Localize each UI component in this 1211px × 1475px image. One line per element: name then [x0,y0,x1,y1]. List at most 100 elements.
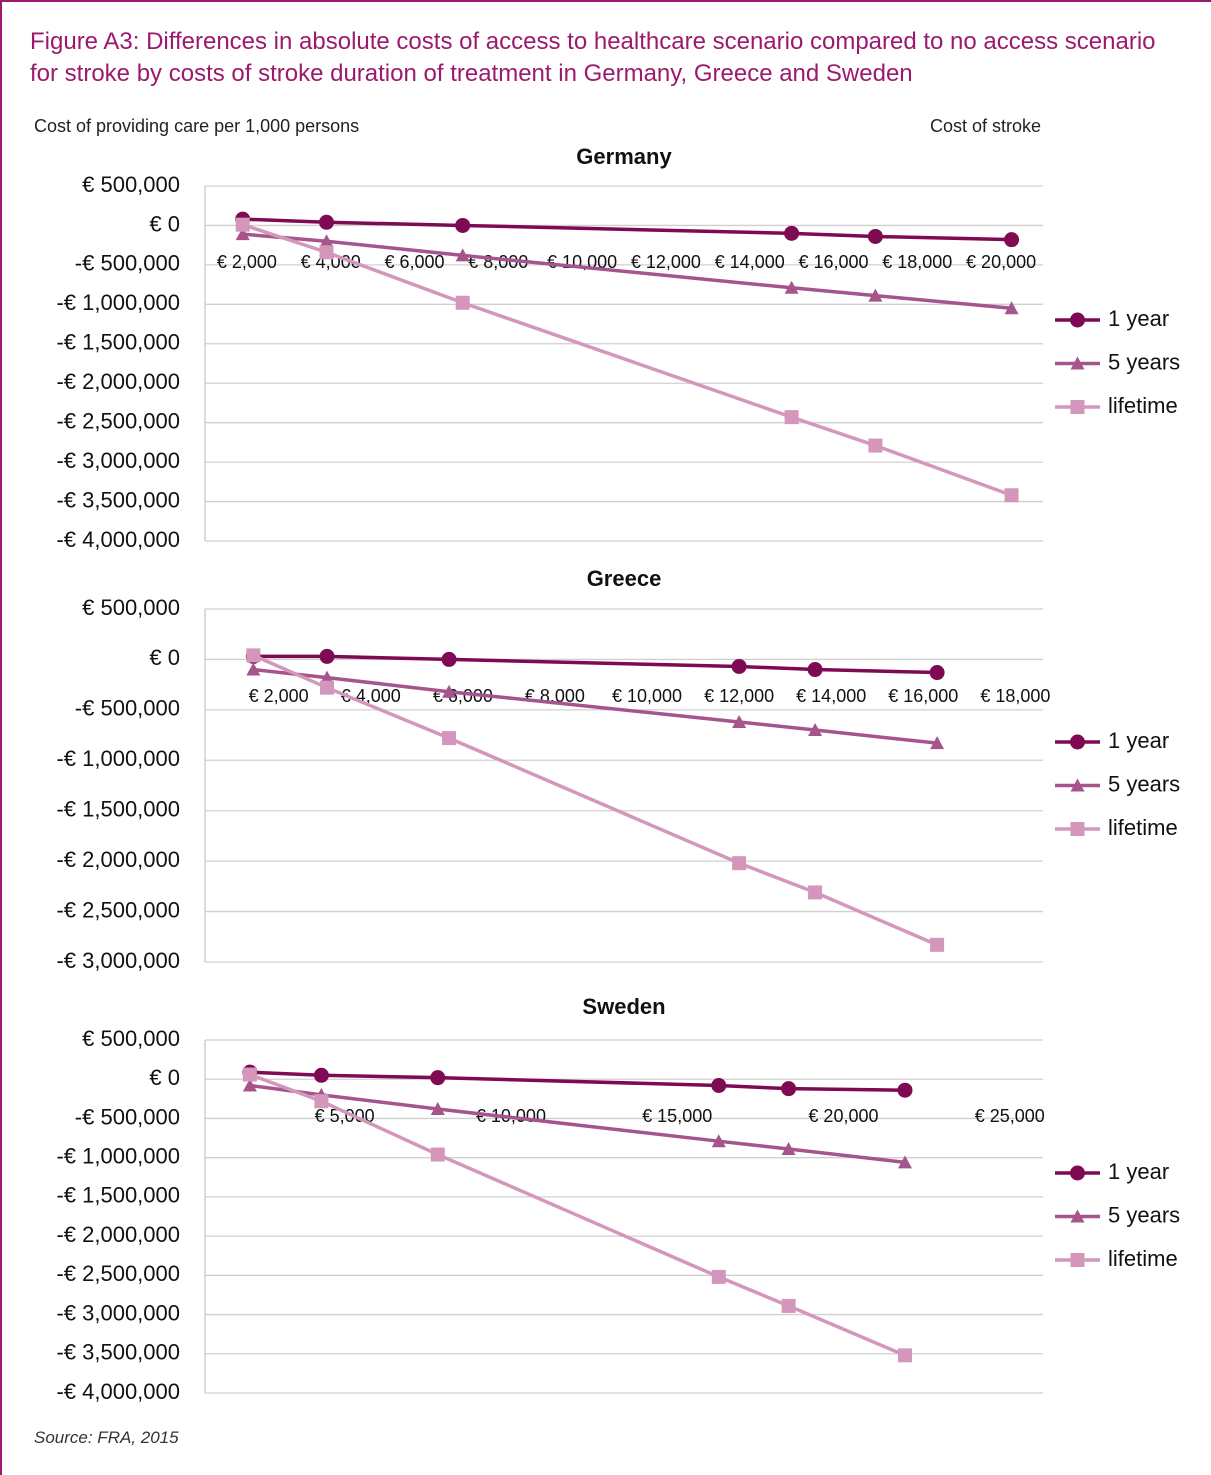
x-tick-label: € 4,000 [301,252,361,272]
marker [246,648,261,663]
series-line [252,653,938,947]
marker [867,228,883,244]
legend-label: 1 year [1108,1159,1169,1184]
y-tick-label: -€ 500,000 [75,1104,180,1129]
x-tick-label: € 16,000 [888,686,958,706]
series-line [242,217,1012,242]
x-tick-label: € 18,000 [980,686,1050,706]
marker [455,248,470,262]
x-tick-label: € 2,000 [249,686,309,706]
series-line [249,1083,906,1165]
y-tick-label: € 500,000 [82,172,180,197]
marker [313,1067,329,1083]
x-tick-label: € 5,000 [315,1106,375,1126]
y-tick-label: € 500,000 [82,1026,180,1051]
marker [430,1147,445,1162]
series-line [249,1072,906,1357]
y-tick-label: -€ 4,000,000 [56,1379,180,1404]
chart-title: Greece [587,566,662,591]
marker [1004,301,1019,315]
marker [808,723,823,737]
marker [732,714,747,728]
marker [235,217,250,232]
x-tick-label: € 16,000 [798,252,868,272]
legend-marker [1070,822,1085,836]
y-tick-label: -€ 1,500,000 [56,797,180,822]
y-tick-label: -€ 1,000,000 [56,290,180,315]
marker [897,1082,913,1098]
y-tick-label: -€ 2,500,000 [56,1261,180,1286]
x-tick-label: € 14,000 [715,252,785,272]
y-tick-label: -€ 3,500,000 [56,1340,180,1365]
series-line [242,232,1012,311]
x-axis-label: Cost of stroke [929,116,1041,136]
marker [441,651,457,667]
x-tick-label: € 14,000 [796,686,866,706]
marker [319,648,335,664]
marker [455,295,470,310]
marker [781,1142,796,1156]
marker [320,670,335,684]
x-tick-label: € 10,000 [612,686,682,706]
y-tick-label: -€ 2,000,000 [56,847,180,872]
y-tick-label: -€ 500,000 [75,251,180,276]
marker [430,1102,445,1116]
marker [784,410,799,425]
y-tick-label: € 0 [149,1065,180,1090]
chart-title: Sweden [582,994,665,1019]
legend-marker [1070,356,1085,370]
marker [320,680,335,695]
legend-label: 1 year [1108,728,1169,753]
marker [732,856,747,871]
series-line [253,667,938,745]
marker [930,736,945,750]
legend-label: lifetime [1108,1246,1178,1271]
y-tick-label: -€ 2,000,000 [56,1222,180,1247]
x-tick-label: € 12,000 [704,686,774,706]
y-tick-label: -€ 1,500,000 [56,1183,180,1208]
marker [711,1077,727,1093]
y-tick-label: -€ 3,000,000 [56,948,180,973]
source: Source: FRA, 2015 [34,1428,179,1447]
y-tick-label: -€ 1,500,000 [56,330,180,355]
marker [242,1067,257,1082]
marker [1004,488,1019,503]
marker [235,227,250,241]
marker [784,225,800,241]
marker [781,1081,797,1097]
legend-marker [1070,400,1085,414]
marker [929,665,945,681]
legend-label: 5 years [1108,1202,1180,1227]
y-tick-label: € 0 [149,645,180,670]
legend-marker [1070,1165,1085,1181]
x-tick-label: € 20,000 [808,1106,878,1126]
y-tick-label: -€ 2,000,000 [56,369,180,394]
legend-label: lifetime [1108,393,1178,418]
marker [319,234,334,248]
marker [807,662,823,678]
marker [442,731,457,746]
series-line [249,1070,906,1092]
x-tick-label: € 18,000 [882,252,952,272]
marker [711,1269,726,1284]
marker [242,1078,257,1092]
y-tick-label: -€ 1,000,000 [56,746,180,771]
marker [781,1298,796,1313]
marker [711,1134,726,1148]
x-tick-label: € 6,000 [384,252,444,272]
legend-marker [1070,312,1085,328]
series-line [242,222,1013,497]
legend-label: lifetime [1108,815,1178,840]
figure-title: Figure A3: Differences in absolute costs… [30,28,1156,87]
y-tick-label: -€ 3,500,000 [56,487,180,512]
y-axis-label: Cost of providing care per 1,000 persons [34,116,360,136]
chart-title: Germany [576,144,672,169]
legend-label: 1 year [1108,306,1169,331]
legend-marker [1070,1253,1085,1267]
marker [930,937,945,952]
x-tick-label: € 25,000 [975,1106,1045,1126]
y-tick-label: -€ 1,000,000 [56,1143,180,1168]
y-tick-label: -€ 2,500,000 [56,408,180,433]
